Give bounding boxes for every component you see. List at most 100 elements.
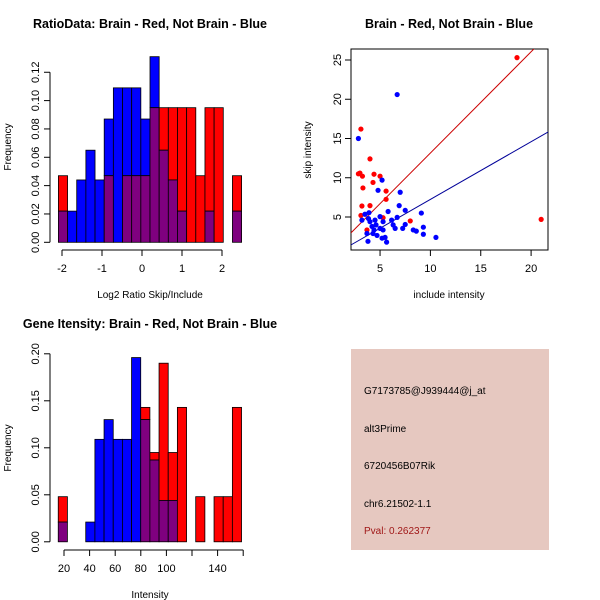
- scatter-point-not-brain: [382, 234, 388, 241]
- histogram-bar-not-brain: [103, 118, 114, 177]
- histogram-bar-not-brain: [76, 179, 87, 243]
- histogram-bar-brain: [167, 107, 178, 181]
- histogram-bar-overlap: [177, 210, 188, 243]
- histogram-bar-overlap: [158, 149, 169, 243]
- histogram-bar-overlap: [158, 500, 169, 543]
- histogram-bar-brain: [213, 107, 224, 243]
- scatter-point-not-brain: [373, 222, 379, 228]
- scatter-point-brain: [358, 212, 364, 219]
- histogram-bar-brain: [58, 175, 68, 212]
- scatter-point-brain: [360, 185, 366, 191]
- y-tick-label: 0.04: [30, 175, 42, 196]
- y-tick-label: 0.15: [30, 390, 42, 411]
- scatter-point-brain: [514, 55, 520, 61]
- y-tick-label: 0.08: [30, 118, 42, 139]
- histogram-bar-not-brain: [112, 87, 123, 243]
- histogram-bar-overlap: [58, 210, 68, 243]
- ratio-histogram: RatioData: Brain - Red, Not Brain - Blue…: [3, 17, 267, 301]
- x-tick-label: 5: [377, 263, 383, 275]
- histogram-bar-not-brain: [140, 118, 151, 177]
- x-tick-label: 2: [219, 263, 225, 275]
- intensity-histogram-xlabel: Intensity: [131, 590, 168, 600]
- scatter-point-not-brain: [394, 214, 400, 220]
- histogram-bar-brain: [232, 175, 243, 212]
- x-tick-label: 40: [83, 563, 95, 575]
- histogram-bar-overlap: [140, 175, 151, 243]
- scatter-point-brain: [371, 171, 377, 177]
- histogram-bar-not-brain: [94, 438, 105, 543]
- scatter-point-brain: [359, 173, 366, 179]
- scatter-point-not-brain: [383, 239, 390, 245]
- probe-id: G7173785@J939444@j_at: [364, 386, 486, 397]
- scatter-point-brain: [407, 218, 413, 224]
- histogram-bar-brain: [222, 496, 233, 543]
- ratio-histogram-ylabel: Frequency: [3, 123, 14, 170]
- y-tick-label: 0.06: [30, 147, 42, 168]
- intensity-histogram: Gene Itensity: Brain - Red, Not Brain - …: [3, 317, 277, 600]
- x-tick-label: 20: [58, 563, 70, 575]
- x-tick-label: 80: [135, 563, 147, 575]
- scatter-point-not-brain: [400, 225, 406, 231]
- histogram-bar-not-brain: [122, 87, 133, 177]
- scatter-point-brain: [370, 179, 376, 186]
- histogram-bar-brain: [140, 406, 151, 421]
- y-tick-label: 10: [332, 172, 344, 184]
- scatter-point-not-brain: [402, 207, 408, 213]
- scatter-point-not-brain: [397, 189, 403, 195]
- scatter-point-brain: [377, 173, 383, 179]
- chromosome-location: chr6.21502-1.1: [364, 499, 432, 510]
- histogram-bar-not-brain: [131, 87, 142, 177]
- x-tick-label: 60: [109, 563, 121, 575]
- histogram-bar-brain: [204, 107, 215, 212]
- pval-text: Pval: 0.262377: [364, 526, 431, 537]
- intensity-scatter: Brain - Red, Not Brain - Blue include in…: [303, 17, 549, 301]
- histogram-bar-brain: [176, 406, 187, 543]
- scatter-point-not-brain: [365, 238, 371, 244]
- scatter-point-not-brain: [362, 211, 368, 217]
- event-type: alt3Prime: [364, 424, 407, 435]
- scatter-point-not-brain: [366, 210, 372, 216]
- scatter-point-not-brain: [379, 177, 385, 183]
- scatter-point-not-brain: [389, 217, 395, 223]
- y-tick-label: 0.10: [30, 90, 42, 111]
- x-tick-label: 0: [139, 263, 145, 275]
- histogram-bar-overlap: [167, 179, 178, 243]
- histogram-bar-overlap: [149, 459, 160, 543]
- histogram-bar-not-brain: [85, 521, 96, 543]
- scatter-point-not-brain: [372, 217, 378, 223]
- histogram-bar-not-brain: [121, 438, 132, 543]
- histogram-bar-brain: [57, 496, 68, 523]
- scatter-point-not-brain: [392, 225, 398, 231]
- histogram-bar-not-brain: [149, 56, 160, 109]
- x-tick-label: -1: [97, 263, 107, 275]
- scatter-point-not-brain: [420, 224, 426, 230]
- y-tick-label: 20: [332, 93, 344, 105]
- y-tick-label: 0.00: [30, 531, 42, 552]
- histogram-bar-not-brain: [131, 357, 142, 543]
- y-tick-label: 0.05: [30, 484, 42, 505]
- y-tick-label: 25: [332, 54, 344, 66]
- scatter-ylabel: skip intensity: [303, 121, 314, 178]
- histogram-bar-not-brain: [103, 419, 114, 543]
- scatter-point-not-brain: [418, 210, 424, 216]
- histogram-bar-brain: [149, 452, 160, 461]
- histogram-bar-brain: [158, 362, 169, 501]
- scatter-point-not-brain: [359, 217, 365, 223]
- histogram-bar-overlap: [131, 175, 142, 243]
- scatter-point-not-brain: [380, 219, 386, 225]
- scatter-point-brain: [383, 196, 389, 202]
- ratio-histogram-xlabel: Log2 Ratio Skip/Include: [97, 290, 203, 301]
- histogram-bar-not-brain: [85, 149, 96, 243]
- histogram-bar-overlap: [103, 175, 114, 243]
- histogram-bar-overlap: [167, 500, 178, 543]
- histogram-bar-overlap: [149, 107, 160, 243]
- scatter-point-brain: [538, 216, 544, 222]
- y-tick-label: 5: [332, 214, 344, 220]
- info-panel: G7173785@J939444@j_at alt3Prime 6720456B…: [351, 349, 549, 550]
- histogram-bar-brain: [158, 107, 169, 151]
- histogram-bar-overlap: [57, 521, 68, 543]
- histogram-bar-brain: [213, 496, 224, 543]
- y-tick-label: 0.10: [30, 437, 42, 458]
- histogram-bar-overlap: [122, 175, 133, 243]
